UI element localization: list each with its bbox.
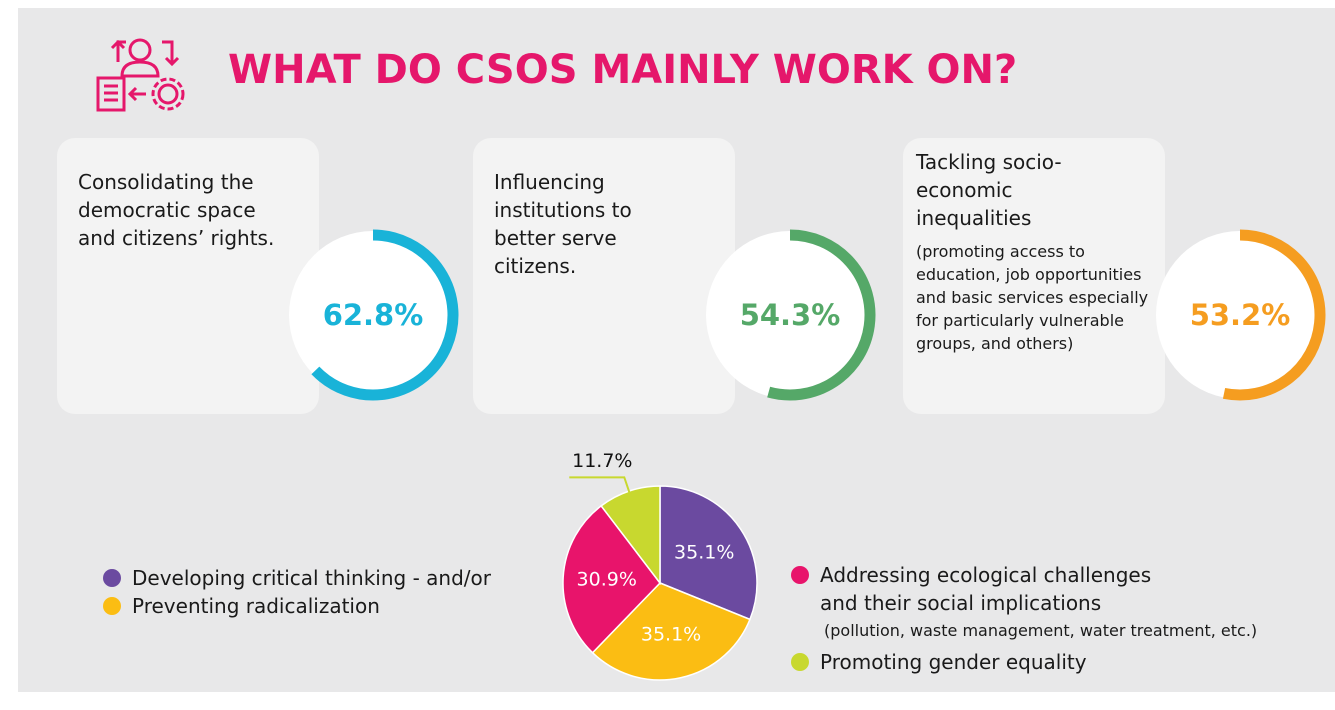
legend-swatch: [791, 566, 809, 584]
title: WHAT DO CSOS MAINLY WORK ON?: [228, 47, 1017, 93]
icon: [96, 38, 185, 112]
gauge-arc: [767, 229, 876, 401]
slice-label: 35.1%: [674, 542, 734, 564]
pie-slice: [562, 504, 661, 654]
slice-label: 11.7%: [572, 450, 632, 472]
card-text: Consolidating the democratic space and c…: [78, 170, 275, 250]
gauge-value: 54.3%: [740, 298, 841, 332]
gauge-bg: [706, 231, 874, 399]
gauge-bg: [289, 231, 457, 399]
gauge-arc: [311, 229, 459, 401]
slice-label: 30.9%: [577, 568, 637, 590]
legend-label: Addressing ecological challenges and the…: [820, 563, 1152, 615]
gauge-arc: [1222, 229, 1326, 401]
legend-swatch: [791, 653, 809, 671]
card-text: Tackling socio-economic inequalities: [916, 150, 1062, 230]
pie-slice: [591, 582, 751, 681]
legend-swatch: [103, 597, 121, 615]
card: [903, 138, 1165, 414]
legend-label: Preventing radicalization: [132, 594, 380, 618]
gauge-bg: [1156, 231, 1324, 399]
legend-label: Developing critical thinking - and/or: [132, 566, 491, 590]
card: [473, 138, 735, 414]
pie-slice: [659, 485, 758, 621]
slice-label: 35.1%: [641, 624, 701, 646]
card-detail: (promoting access to education, job oppo…: [916, 242, 1149, 353]
leader-line: [569, 476, 634, 501]
card-text: Influencing institutions to better serve…: [494, 170, 632, 278]
legend-label: Promoting gender equality: [820, 650, 1087, 674]
gauge-value: 62.8%: [323, 298, 424, 332]
legend-swatch: [103, 569, 121, 587]
card: [57, 138, 319, 414]
legend-note: (pollution, waste management, water trea…: [824, 621, 1258, 640]
gauge-value: 53.2%: [1190, 298, 1291, 332]
